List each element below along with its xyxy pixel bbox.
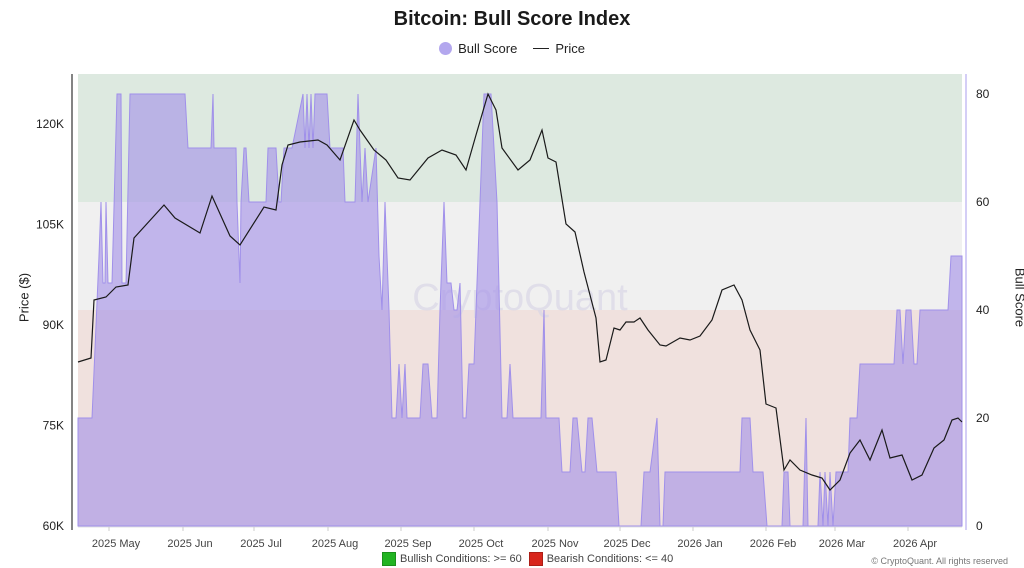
svg-text:60K: 60K: [43, 519, 64, 533]
svg-text:80: 80: [976, 87, 990, 101]
left-axis-ticks: 60K 75K 90K 105K 120K: [36, 117, 64, 533]
svg-text:2026 Apr: 2026 Apr: [893, 538, 937, 550]
x-axis-ticks: 2025 May 2025 Jun 2025 Jul 2025 Aug 2025 Sep…: [92, 527, 937, 550]
bearish-swatch-icon: [528, 552, 543, 566]
svg-text:2025 May: 2025 May: [92, 538, 141, 550]
right-axis-ticks: 0 20 40 60 80: [976, 87, 990, 533]
svg-text:105K: 105K: [36, 218, 64, 232]
svg-text:90K: 90K: [43, 318, 64, 332]
svg-text:2025 Sep: 2025 Sep: [384, 538, 431, 550]
price-line-swatch-icon: [533, 48, 550, 49]
svg-text:2025 Jun: 2025 Jun: [167, 538, 212, 550]
svg-text:40: 40: [976, 303, 990, 317]
legend-bull-score-label: Bull Score: [458, 41, 518, 56]
bullish-conditions-label: Bullish Conditions: >= 60: [400, 553, 522, 565]
chart-legend: Bull Score Price: [0, 41, 1024, 56]
svg-text:2025 Oct: 2025 Oct: [459, 538, 504, 550]
bull-score-area: [77, 93, 963, 527]
svg-text:60: 60: [976, 195, 990, 209]
svg-text:2025 Nov: 2025 Nov: [531, 538, 579, 550]
right-axis-label: Bull Score: [1012, 267, 1024, 328]
bull-score-swatch-icon: [439, 42, 453, 55]
svg-text:75K: 75K: [43, 419, 64, 433]
legend-item-bull-score[interactable]: Bull Score: [439, 41, 517, 56]
svg-text:2026 Mar: 2026 Mar: [819, 538, 866, 550]
bearish-conditions-label: Bearish Conditions: <= 40: [546, 553, 674, 565]
bullish-swatch-icon: [382, 552, 396, 566]
svg-text:2025 Dec: 2025 Dec: [603, 538, 651, 550]
svg-text:2025 Aug: 2025 Aug: [312, 538, 359, 550]
svg-text:0: 0: [976, 519, 983, 533]
svg-text:2026 Jan: 2026 Jan: [677, 538, 722, 550]
svg-text:120K: 120K: [36, 117, 64, 131]
svg-text:2026 Feb: 2026 Feb: [750, 538, 796, 550]
chart-title: Bitcoin: Bull Score Index: [393, 8, 631, 30]
legend-price-label: Price: [555, 41, 585, 56]
price-line: [77, 92, 963, 491]
left-axis-label: Price ($): [16, 272, 32, 323]
svg-text:20: 20: [976, 411, 990, 425]
copyright-notice: © CryptoQuant. All rights reserved: [871, 556, 1008, 566]
conditions-legend: Bullish Conditions: >= 60 Bearish Condit…: [382, 552, 673, 566]
legend-item-price[interactable]: Price: [533, 41, 585, 56]
svg-text:2025 Jul: 2025 Jul: [240, 538, 282, 550]
